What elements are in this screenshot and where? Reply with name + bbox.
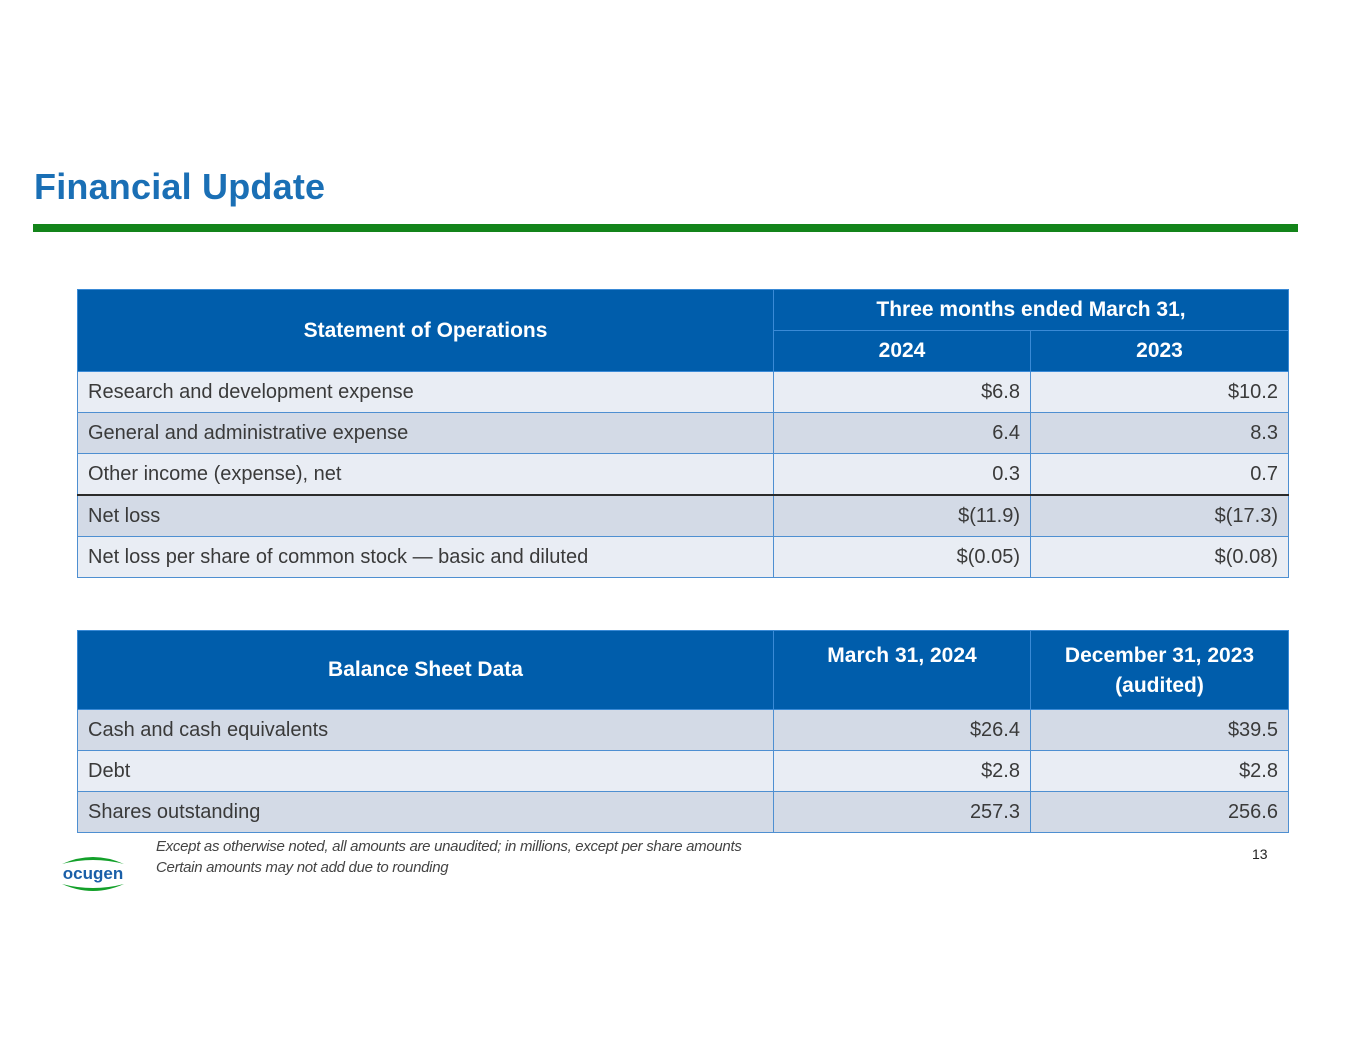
operations-header: Statement of Operations [77,289,774,372]
footnote-line-1: Except as otherwise noted, all amounts a… [156,838,742,855]
ocugen-logo: ocugen [62,857,124,891]
balance-header: Balance Sheet Data [77,630,774,710]
page-title: Financial Update [34,166,326,207]
row-label: Other income (expense), net [77,453,774,496]
period-header: Three months ended March 31, [773,289,1289,331]
value-2024: $(11.9) [773,494,1031,537]
title-divider [33,224,1298,232]
logo-bottom-swoosh [62,884,124,891]
row-label: Cash and cash equivalents [77,709,774,751]
table-row: Debt $2.8 $2.8 [77,750,1289,792]
table-row: Shares outstanding 257.3 256.6 [77,791,1289,833]
value-december-2023: $39.5 [1030,709,1289,751]
row-label: Shares outstanding [77,791,774,833]
march-2024-header: March 31, 2024 [773,630,1031,710]
value-march-2024: 257.3 [773,791,1031,833]
year-2024-header: 2024 [773,330,1031,372]
table-row: General and administrative expense 6.4 8… [77,412,1289,454]
year-2023-header: 2023 [1030,330,1289,372]
balance-sheet-table: Balance Sheet Data March 31, 2024 Decemb… [77,630,1289,833]
value-2024: 6.4 [773,412,1031,454]
page-number: 13 [1252,846,1268,862]
value-2023: $(0.08) [1030,536,1289,578]
footnote-line-2: Certain amounts may not add due to round… [156,859,449,876]
table-row: Net loss $(11.9) $(17.3) [77,494,1289,537]
value-march-2024: $2.8 [773,750,1031,792]
value-2024: $(0.05) [773,536,1031,578]
row-label: Net loss per share of common stock — bas… [77,536,774,578]
logo-wordmark: ocugen [63,864,123,883]
value-2023: 8.3 [1030,412,1289,454]
december-2023-label: December 31, 2023 [1064,644,1255,667]
value-2023: $10.2 [1030,371,1289,413]
table-row: Research and development expense $6.8 $1… [77,371,1289,413]
value-march-2024: $26.4 [773,709,1031,751]
value-2024: 0.3 [773,453,1031,496]
value-2023: $(17.3) [1030,494,1289,537]
statement-of-operations-table: Statement of Operations Three months end… [77,289,1289,578]
table-row: Cash and cash equivalents $26.4 $39.5 [77,709,1289,751]
audited-label: (audited) [1115,674,1204,697]
row-label: Debt [77,750,774,792]
table-row: Net loss per share of common stock — bas… [77,536,1289,578]
row-label: General and administrative expense [77,412,774,454]
logo-top-swoosh [62,857,124,864]
value-2024: $6.8 [773,371,1031,413]
row-label: Research and development expense [77,371,774,413]
value-2023: 0.7 [1030,453,1289,496]
table-row: Other income (expense), net 0.3 0.7 [77,453,1289,496]
footnote: Except as otherwise noted, all amounts a… [156,836,766,878]
value-december-2023: 256.6 [1030,791,1289,833]
value-december-2023: $2.8 [1030,750,1289,792]
row-label: Net loss [77,494,774,537]
december-2023-header: December 31, 2023 (audited) [1030,630,1289,710]
